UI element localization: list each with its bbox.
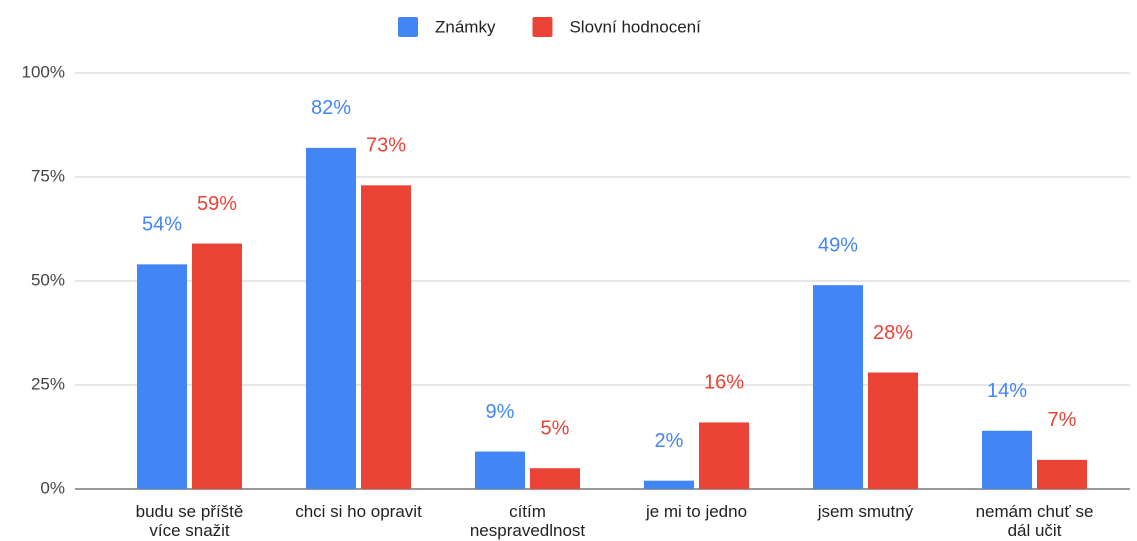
y-tick-label: 25%	[31, 374, 65, 393]
data-label: 73%	[366, 135, 406, 157]
data-label: 16%	[704, 372, 744, 394]
x-tick-label-box: jsem smutný	[817, 502, 914, 521]
x-tick-label: je mi to jedno	[645, 502, 748, 521]
data-label: 28%	[873, 322, 913, 344]
legend-swatch	[532, 17, 553, 37]
y-tick-label: 0%	[40, 478, 65, 497]
x-tick-label: cítím nespravedlnost	[469, 502, 586, 540]
y-tick-label: 75%	[31, 166, 65, 185]
legend-swatch	[398, 17, 418, 37]
x-tick-label: budu se příště více snažit	[135, 502, 244, 540]
bar	[813, 285, 863, 489]
data-label: 54%	[142, 214, 182, 236]
x-tick-label-box: nemám chuť se dál učit	[975, 502, 1094, 540]
bar	[644, 480, 694, 489]
bar	[982, 430, 1032, 489]
x-tick-label: jsem smutný	[817, 502, 914, 521]
bar	[137, 264, 187, 489]
data-label: 59%	[197, 193, 237, 215]
data-label: 5%	[541, 417, 570, 439]
x-tick-label-box: je mi to jedno	[645, 502, 748, 521]
bar	[699, 422, 749, 489]
y-tick-label: 100%	[22, 62, 65, 81]
x-tick-label-box: cítím nespravedlnost	[469, 502, 586, 540]
bar	[530, 468, 580, 489]
data-label: 9%	[486, 401, 515, 423]
x-tick-label-box: chci si ho opravit	[295, 502, 422, 521]
data-label: 14%	[987, 380, 1027, 402]
bar	[475, 451, 525, 489]
data-label: 49%	[818, 234, 858, 256]
data-label: 82%	[311, 97, 351, 119]
bar	[192, 243, 242, 489]
bar	[868, 372, 918, 489]
data-label: 2%	[655, 430, 684, 452]
y-tick-label: 50%	[31, 270, 65, 289]
bar	[1037, 459, 1087, 489]
x-tick-label-box: budu se příště více snažit	[135, 502, 244, 540]
x-tick-label: nemám chuť se dál učit	[975, 502, 1094, 540]
legend-label: Slovní hodnocení	[569, 17, 701, 36]
data-label: 7%	[1048, 409, 1077, 431]
bar	[361, 185, 411, 489]
x-tick-label: chci si ho opravit	[295, 502, 422, 521]
legend-label: Známky	[435, 17, 496, 36]
bar	[306, 147, 356, 489]
